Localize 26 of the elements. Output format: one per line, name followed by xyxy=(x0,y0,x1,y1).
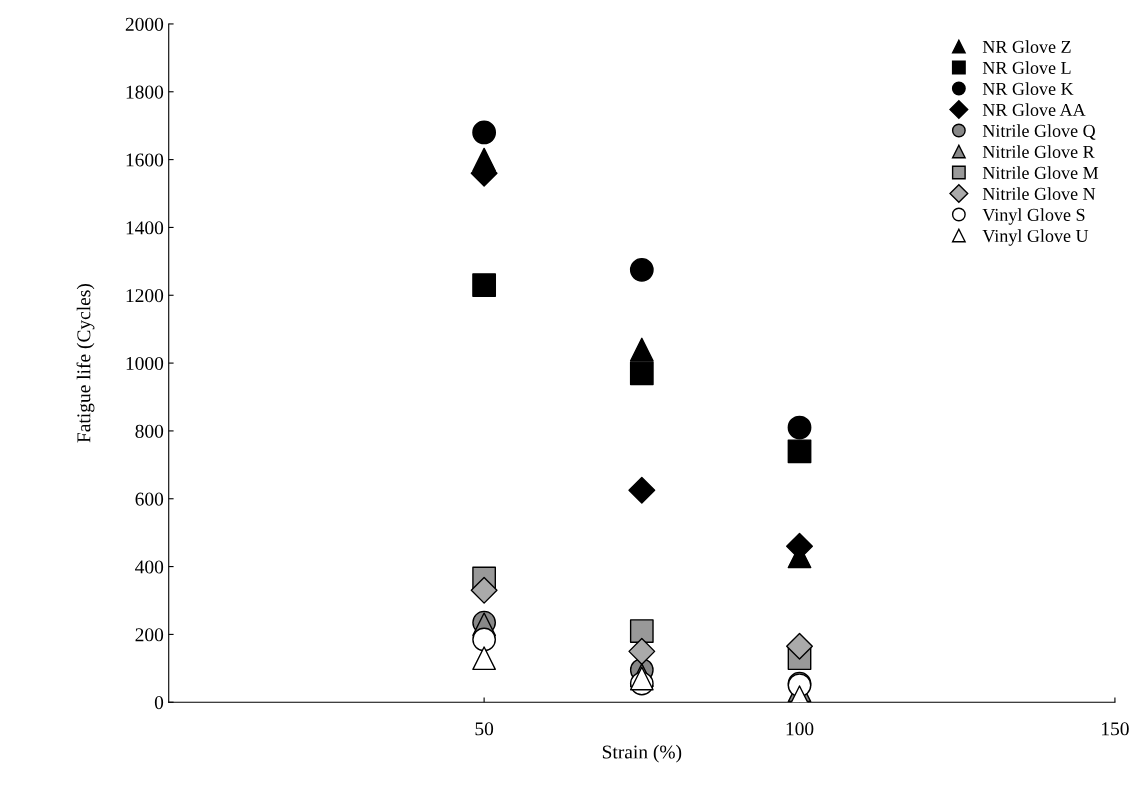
y-tick-label: 1800 xyxy=(126,85,164,99)
y-tick-label: 1000 xyxy=(126,356,164,371)
legend-label: Nitrile Glove Q xyxy=(982,124,1096,140)
legend-label: Vinyl Glove S xyxy=(982,208,1085,225)
y-tick-label: 1600 xyxy=(126,153,164,167)
legend-label: NR Glove AA xyxy=(982,103,1086,116)
y-axis-title: Fatigue life (Cycles) xyxy=(76,284,95,443)
y-tick-label: 0 xyxy=(154,696,164,710)
x-tick-label: 50 xyxy=(475,722,494,736)
legend-label: Nitrile Glove M xyxy=(982,166,1099,179)
x-tick-label: 100 xyxy=(786,722,814,736)
legend-label: NR Glove K xyxy=(982,82,1074,95)
legend-label: Nitrile Glove R xyxy=(982,145,1095,158)
y-tick-label: 800 xyxy=(135,424,164,438)
legend-label: Vinyl Glove U xyxy=(982,229,1089,246)
y-tick-label: 1200 xyxy=(126,289,164,303)
y-tick-label: 200 xyxy=(135,628,164,642)
y-tick-label: 2000 xyxy=(125,17,164,31)
y-tick-label: 600 xyxy=(135,492,164,506)
legend-label: Nitrile Glove N xyxy=(982,187,1096,200)
legend-label: NR Glove Z xyxy=(982,40,1071,54)
legend-label: NR Glove L xyxy=(982,61,1071,74)
x-axis-title: Strain (%) xyxy=(602,744,682,763)
y-tick-label: 400 xyxy=(135,560,164,574)
x-tick-label: 150 xyxy=(1102,722,1129,736)
y-tick-label: 1400 xyxy=(126,221,164,235)
